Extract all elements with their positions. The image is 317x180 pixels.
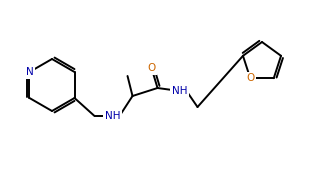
- Text: NH: NH: [105, 111, 120, 121]
- Text: O: O: [246, 73, 254, 83]
- Text: NH: NH: [172, 86, 187, 96]
- Text: O: O: [147, 63, 156, 73]
- Text: N: N: [26, 67, 33, 77]
